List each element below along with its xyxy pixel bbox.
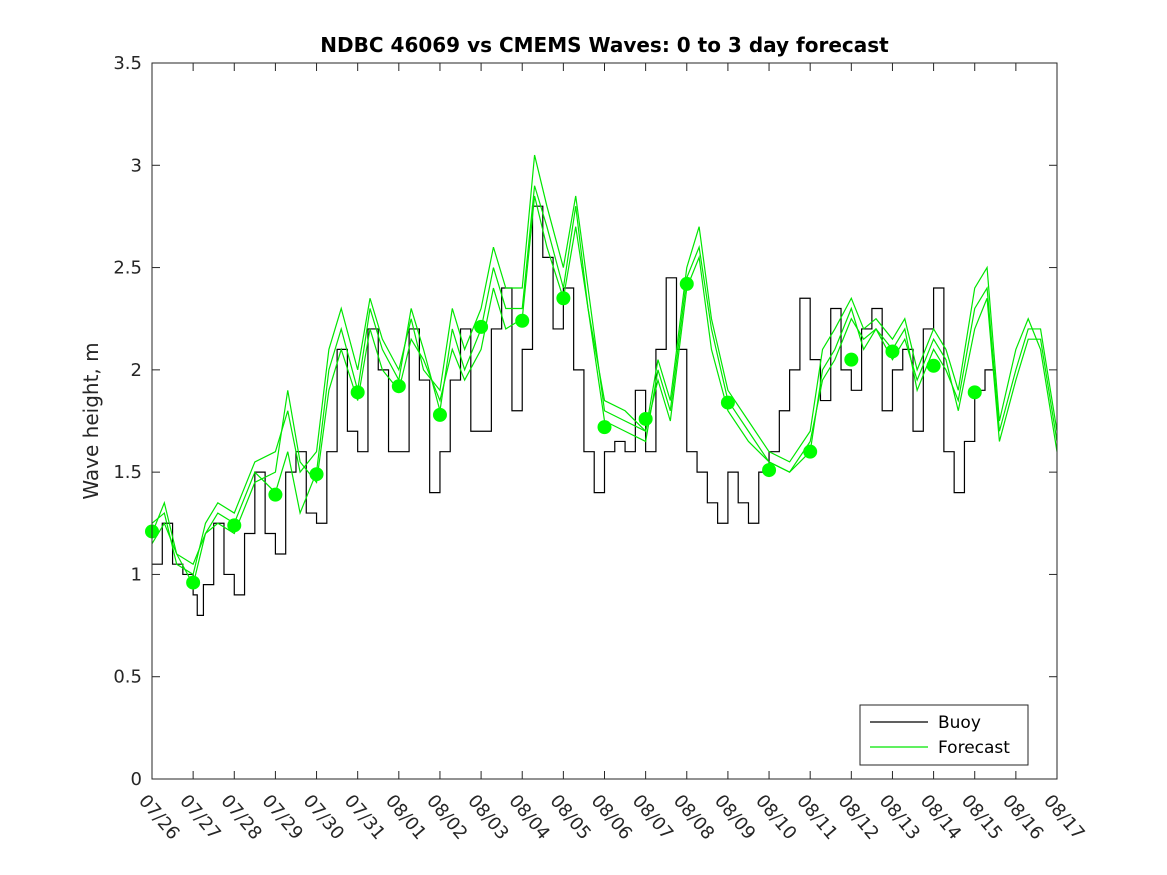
x-tick-label: 08/04 <box>504 791 553 844</box>
forecast-point <box>638 411 653 426</box>
forecast-point <box>679 276 694 291</box>
chart-title: NDBC 46069 vs CMEMS Waves: 0 to 3 day fo… <box>320 33 889 57</box>
y-tick-label: 2 <box>131 360 142 381</box>
forecast-point <box>515 313 530 328</box>
x-tick-label: 08/17 <box>1039 791 1088 844</box>
x-tick-label: 08/09 <box>710 791 759 844</box>
x-tick-label: 08/13 <box>875 791 924 844</box>
x-tick-label: 08/06 <box>587 791 636 844</box>
x-tick-label: 08/08 <box>669 791 718 844</box>
forecast-point <box>967 385 982 400</box>
y-tick-label: 0 <box>131 769 142 790</box>
x-tick-label: 07/30 <box>299 791 348 844</box>
y-tick-label: 3 <box>131 155 142 176</box>
forecast-point <box>227 518 242 533</box>
forecast-point <box>268 487 283 502</box>
x-tick-label: 07/27 <box>175 791 224 844</box>
forecast-point <box>720 395 735 410</box>
y-tick-label: 1 <box>131 564 142 585</box>
x-tick-label: 07/28 <box>216 791 265 844</box>
x-tick-label: 08/03 <box>463 791 512 844</box>
x-tick-label: 08/05 <box>546 791 595 844</box>
x-tick-label: 08/07 <box>628 791 677 844</box>
y-tick-label: 1.5 <box>113 462 142 483</box>
forecast-point <box>474 319 489 334</box>
plot-frame <box>151 62 1058 780</box>
x-tick-label: 08/01 <box>381 791 430 844</box>
x-tick-label: 07/31 <box>340 791 389 844</box>
forecast-point <box>432 407 447 422</box>
legend-buoy-label: Buoy <box>938 713 981 733</box>
x-tick-label: 08/12 <box>833 791 882 844</box>
forecast-point <box>391 379 406 394</box>
forecast-point <box>350 385 365 400</box>
forecast-point <box>556 291 571 306</box>
forecast-point <box>597 420 612 435</box>
legend-forecast-label: Forecast <box>938 738 1010 758</box>
x-tick-label: 08/15 <box>957 791 1006 844</box>
buoy-series-line <box>152 205 996 616</box>
forecast-point <box>885 344 900 359</box>
forecast-point <box>309 467 324 482</box>
x-tick-label: 08/14 <box>916 791 965 844</box>
forecast-series-line-2 <box>151 154 1058 576</box>
forecast-point <box>844 352 859 367</box>
legend-box <box>859 704 1029 766</box>
y-tick-label: 2.5 <box>113 258 142 279</box>
forecast-point <box>762 463 777 478</box>
x-tick-label: 08/02 <box>422 791 471 844</box>
x-tick-label: 08/10 <box>751 791 800 844</box>
x-tick-label: 07/26 <box>134 791 183 844</box>
plot-series <box>145 154 1058 616</box>
forecast-point <box>926 358 941 373</box>
x-tick-label: 08/11 <box>792 791 841 844</box>
legend: Buoy Forecast <box>859 704 1029 766</box>
x-tick-label: 07/29 <box>258 791 307 844</box>
x-tick-label: 08/16 <box>998 791 1047 844</box>
y-axis-label: Wave height, m <box>79 342 103 499</box>
y-tick-label: 0.5 <box>113 667 142 688</box>
forecast-point <box>186 575 201 590</box>
y-tick-label: 3.5 <box>113 53 142 74</box>
forecast-point <box>803 444 818 459</box>
forecast-series-line-3 <box>151 195 1058 566</box>
